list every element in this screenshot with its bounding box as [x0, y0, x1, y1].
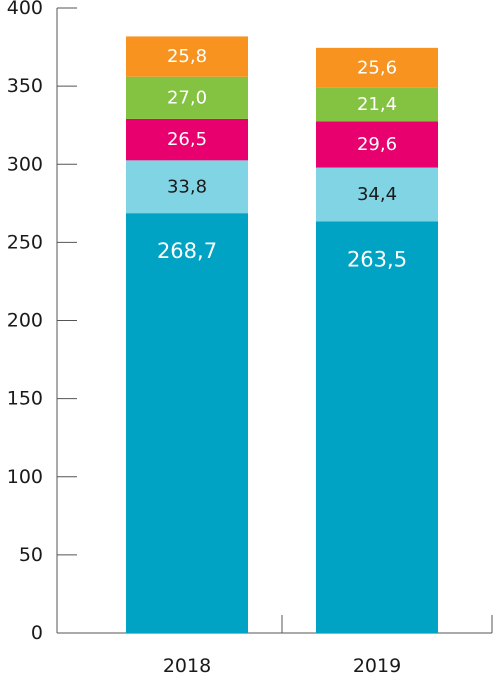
bar-segment — [316, 47, 438, 88]
data-label: 33,8 — [167, 176, 207, 197]
bar-segment — [316, 87, 438, 122]
bar-segment — [126, 36, 248, 77]
axes: 0 50 100 150 200 250 300 350 400 2018 2019 — [7, 0, 493, 677]
data-label: 29,6 — [357, 134, 397, 155]
bar-segment — [126, 76, 248, 119]
y-tick-label: 400 — [7, 0, 43, 19]
y-tick-label: 150 — [7, 388, 43, 410]
x-tick-label: 2019 — [353, 655, 401, 677]
y-tick-label: 200 — [7, 310, 43, 332]
data-label: 268,7 — [157, 239, 217, 263]
bar-segment — [126, 118, 248, 161]
y-tick-label: 250 — [7, 231, 43, 253]
bar-segment — [316, 167, 438, 222]
bar-segment — [316, 121, 438, 168]
data-label: 25,6 — [357, 57, 397, 78]
y-tick-label: 300 — [7, 153, 43, 175]
data-label: 25,8 — [167, 46, 207, 67]
data-label: 26,5 — [167, 129, 207, 150]
data-label: 27,0 — [167, 87, 207, 108]
bar-segment — [126, 160, 248, 214]
bar-segment — [126, 213, 248, 633]
data-label: 34,4 — [357, 184, 397, 205]
x-tick-label: 2018 — [163, 655, 211, 677]
y-tick-label: 0 — [31, 622, 43, 644]
y-tick-label: 100 — [7, 466, 43, 488]
y-tick-label: 50 — [19, 544, 43, 566]
data-labels: 268,7 33,8 26,5 27,0 25,8 263,5 34,4 29,6 21,4 25… — [157, 46, 407, 271]
data-label: 263,5 — [347, 247, 407, 271]
y-tick-label: 350 — [7, 75, 43, 97]
data-label: 21,4 — [357, 94, 397, 115]
bars — [126, 36, 438, 633]
bar-segment — [316, 221, 438, 633]
